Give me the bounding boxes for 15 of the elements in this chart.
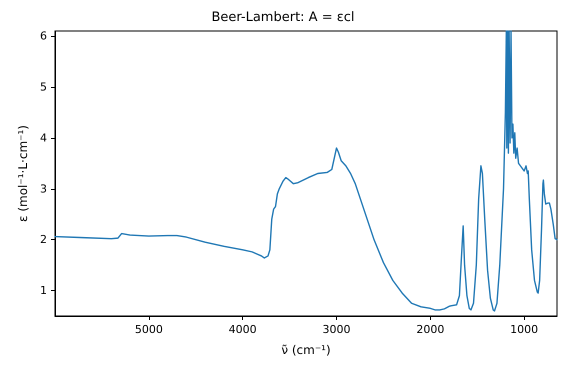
y-tick-label: 2 bbox=[40, 233, 47, 246]
x-tick-label: 1000 bbox=[510, 323, 538, 336]
x-axis-title: ν̃ (cm⁻¹) bbox=[281, 343, 331, 357]
y-axis-title: ε (mol⁻¹·L·cm⁻¹) bbox=[16, 125, 30, 222]
x-tick-label: 5000 bbox=[134, 323, 163, 336]
y-tick-label: 5 bbox=[40, 80, 47, 94]
y-tick-label: 3 bbox=[40, 182, 47, 196]
x-tick-label: 2000 bbox=[416, 323, 444, 336]
y-tick-label: 1 bbox=[40, 284, 47, 298]
x-tick-label: 4000 bbox=[228, 323, 257, 336]
chart-title: Beer-Lambert: A = εcl bbox=[211, 10, 355, 25]
x-tick-label: 3000 bbox=[322, 323, 350, 336]
y-tick-label: 6 bbox=[40, 30, 47, 43]
line-series bbox=[54, 30, 558, 312]
y-tick-label: 4 bbox=[40, 131, 47, 144]
